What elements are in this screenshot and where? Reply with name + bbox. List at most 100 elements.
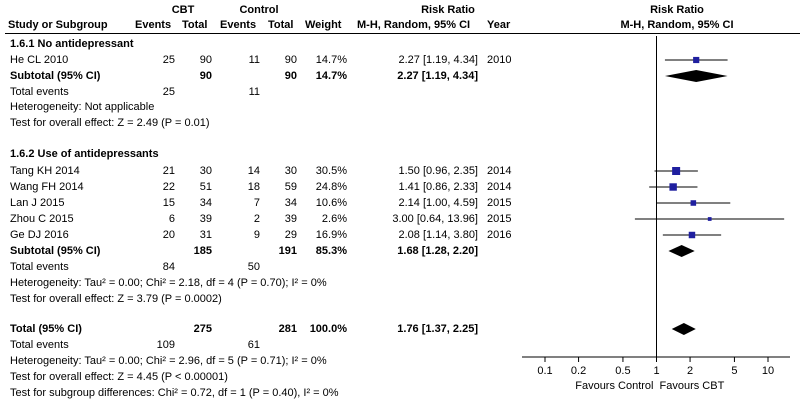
total2: 29: [284, 229, 297, 241]
events2-header: Events: [220, 19, 257, 31]
favours-right-label: Favours CBT: [660, 380, 725, 392]
x-tick-label: 5: [731, 365, 737, 377]
rr-header-title: Risk Ratio: [421, 4, 475, 16]
grand-heterogeneity-text: Heterogeneity: Tau² = 0.00; Chi² = 2.96,…: [10, 355, 327, 367]
total1: 31: [199, 229, 212, 241]
events2: 18: [247, 181, 260, 193]
risk-ratio: 2.14 [1.00, 4.59]: [398, 197, 478, 209]
grand-events2: 61: [247, 339, 260, 351]
study-column-header: Study or Subgroup: [8, 19, 108, 31]
x-tick-label: 0.2: [571, 365, 586, 377]
study-marker: [690, 200, 697, 206]
events2: 7: [253, 197, 260, 209]
risk-ratio: 1.50 [0.96, 2.35]: [398, 165, 478, 177]
weight: 2.6%: [321, 213, 347, 225]
subtotal-rr: 1.68 [1.28, 2.20]: [397, 245, 478, 257]
x-tick-label: 1: [653, 365, 659, 377]
study-name: Lan J 2015: [10, 197, 65, 209]
year: 2016: [487, 229, 512, 241]
events2: 9: [253, 229, 260, 241]
grand-events1: 109: [156, 339, 175, 351]
total1: 51: [199, 181, 212, 193]
study-name: He CL 2010: [10, 54, 69, 66]
subgroup-title: 1.6.1 No antidepressant: [10, 38, 134, 50]
heterogeneity-text: Heterogeneity: Not applicable: [10, 101, 155, 113]
weight: 16.9%: [315, 229, 347, 241]
events1: 20: [162, 229, 175, 241]
events2: 11: [248, 54, 260, 66]
total2-header: Total: [268, 19, 294, 31]
events2: 14: [247, 165, 260, 177]
year: 2015: [487, 197, 512, 209]
plot-header-title: Risk Ratio: [650, 4, 704, 16]
grand-events-label: Total events: [10, 339, 69, 351]
total2: 34: [284, 197, 297, 209]
total-events2: 50: [247, 261, 260, 273]
year-header: Year: [487, 19, 511, 31]
x-tick-label: 0.1: [537, 365, 552, 377]
study-marker: [693, 56, 700, 64]
risk-ratio: 1.41 [0.86, 2.33]: [398, 181, 478, 193]
favours-left-label: Favours Control: [575, 380, 653, 392]
risk-ratio: 2.08 [1.14, 3.80]: [398, 229, 478, 241]
events1: 25: [162, 54, 175, 66]
grand-total2: 281: [278, 323, 297, 335]
study-name: Ge DJ 2016: [10, 229, 69, 241]
header-rule: [5, 33, 800, 34]
weight: 14.7%: [315, 54, 347, 66]
total-events-label: Total events: [10, 86, 69, 98]
x-tick-label: 2: [687, 365, 693, 377]
x-tick-label: 10: [762, 365, 774, 377]
year: 2010: [487, 54, 512, 66]
grand-rr: 1.76 [1.37, 2.25]: [397, 323, 478, 335]
subtotal-weight: 14.7%: [315, 70, 347, 82]
summary-diamond: [671, 323, 696, 335]
study-marker: [669, 183, 677, 191]
group1-header: CBT: [171, 4, 195, 16]
total-events2: 11: [248, 86, 260, 98]
x-tick-label: 0.5: [615, 365, 630, 377]
subtotal-total2: 90: [284, 70, 297, 82]
subtotal-total1: 90: [199, 70, 212, 82]
total1: 39: [199, 213, 212, 225]
summary-diamond: [668, 245, 695, 257]
events1: 21: [162, 165, 175, 177]
subtotal-weight: 85.3%: [315, 245, 347, 257]
year: 2014: [487, 165, 512, 177]
summary-diamond: [664, 70, 728, 82]
grand-total1: 275: [193, 323, 212, 335]
events1-header: Events: [135, 19, 172, 31]
subtotal-rr: 2.27 [1.19, 4.34]: [397, 70, 478, 82]
study-name: Tang KH 2014: [10, 165, 80, 177]
study-name: Zhou C 2015: [10, 213, 74, 225]
events1: 22: [162, 181, 175, 193]
weight-header: Weight: [305, 19, 342, 31]
total2: 30: [284, 165, 297, 177]
study-marker: [688, 231, 696, 239]
subtotal-label: Subtotal (95% CI): [10, 70, 101, 82]
study-marker: [707, 217, 712, 221]
total2: 59: [284, 181, 297, 193]
study-name: Wang FH 2014: [10, 181, 84, 193]
subgroup-title: 1.6.2 Use of antidepressants: [10, 148, 159, 160]
total-events-label: Total events: [10, 261, 69, 273]
plot-method-header: M-H, Random, 95% CI: [620, 19, 734, 31]
weight: 30.5%: [315, 165, 347, 177]
total1: 90: [199, 54, 212, 66]
weight: 10.6%: [315, 197, 347, 209]
total-events1: 84: [162, 261, 175, 273]
total-events1: 25: [162, 86, 175, 98]
risk-ratio: 2.27 [1.19, 4.34]: [398, 54, 478, 66]
subtotal-total1: 185: [193, 245, 212, 257]
events1: 15: [162, 197, 175, 209]
rr-method-header: M-H, Random, 95% CI: [357, 19, 471, 31]
group2-header: Control: [239, 4, 279, 16]
weight: 24.8%: [315, 181, 347, 193]
total-label: Total (95% CI): [10, 323, 82, 335]
year: 2014: [487, 181, 512, 193]
total1-header: Total: [182, 19, 208, 31]
events1: 6: [168, 213, 175, 225]
total1: 30: [199, 165, 212, 177]
heterogeneity-text: Heterogeneity: Tau² = 0.00; Chi² = 2.18,…: [10, 277, 327, 289]
